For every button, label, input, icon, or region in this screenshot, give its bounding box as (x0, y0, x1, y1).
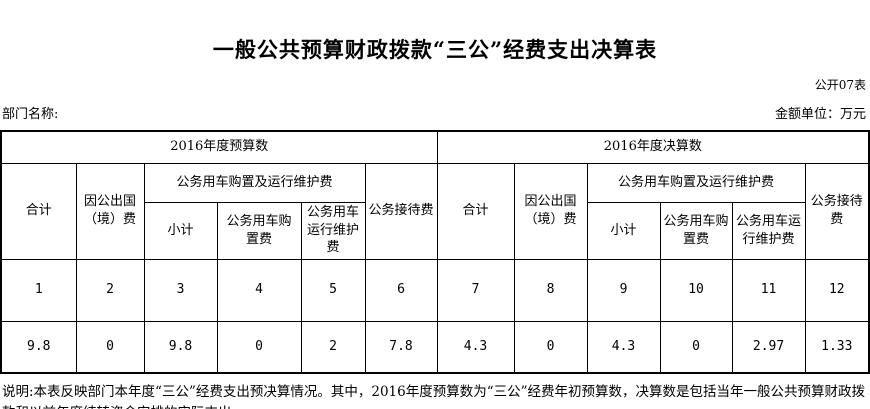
value-final-vehicle-purchase: 0 (659, 320, 733, 374)
header-final-abroad: 因公出国（境）费 (513, 162, 588, 260)
group-header-final-2016: 2016年度决算数 (436, 130, 870, 164)
header-budget-abroad: 因公出国（境）费 (75, 162, 145, 260)
column-number: 3 (143, 258, 218, 322)
header-budget-vehicle-purchase: 公务用车购置费 (216, 201, 302, 260)
value-final-total: 4.3 (436, 320, 515, 374)
value-final-reception: 1.33 (804, 320, 870, 374)
amount-unit-label: 金额单位：万元 (774, 107, 866, 122)
header-budget-reception: 公务接待费 (364, 162, 438, 260)
value-final-subtotal: 4.3 (586, 320, 661, 374)
meta-row: 部门名称: 金额单位：万元 (0, 103, 870, 122)
three-public-expense-table: 2016年度预算数 2016年度决算数 合计 因公出国（境）费 公务用车购置及运… (0, 130, 870, 374)
column-number: 7 (436, 258, 515, 322)
column-number: 4 (216, 258, 302, 322)
column-number: 6 (364, 258, 438, 322)
department-name-label: 部门名称: (2, 107, 59, 122)
explanatory-note: 说明:本表反映部门本年度“三公”经费支出预决算情况。其中，2016年度预算数为“… (2, 384, 866, 409)
value-budget-vehicle-maintenance: 2 (300, 320, 366, 374)
header-final-vehicle-group: 公务用车购置及运行维护费 (586, 162, 806, 203)
column-number: 8 (513, 258, 588, 322)
header-final-vehicle-purchase: 公务用车购置费 (659, 201, 733, 260)
column-number: 2 (75, 258, 145, 322)
header-final-vehicle-maintenance: 公务用车运行维护费 (731, 201, 806, 260)
value-final-vehicle-maintenance: 2.97 (731, 320, 806, 374)
column-number: 1 (0, 258, 77, 322)
header-budget-subtotal: 小计 (143, 201, 218, 260)
page-title: 一般公共预算财政拨款“三公”经费支出决算表 (212, 37, 658, 62)
value-final-abroad: 0 (513, 320, 588, 374)
header-budget-total: 合计 (0, 162, 77, 260)
value-row: 9.8 0 9.8 0 2 7.8 4.3 0 4.3 0 2.97 1.33 (0, 320, 870, 374)
group-header-budget-2016: 2016年度预算数 (0, 130, 438, 164)
header-row-2: 小计 公务用车购置费 公务用车运行维护费 小计 公务用车购置费 公务用车运行维护… (1, 201, 869, 260)
column-number-row: 1 2 3 4 5 6 7 8 9 10 11 12 (0, 258, 870, 322)
header-final-subtotal: 小计 (586, 201, 661, 260)
header-final-reception: 公务接待费 (804, 162, 870, 260)
value-budget-total: 9.8 (0, 320, 77, 374)
value-budget-abroad: 0 (75, 320, 145, 374)
value-budget-subtotal: 9.8 (143, 320, 218, 374)
header-budget-vehicle-maintenance: 公务用车运行维护费 (300, 201, 366, 260)
column-number: 10 (659, 258, 733, 322)
header-row-1: 合计 因公出国（境）费 公务用车购置及运行维护费 公务接待费 合计 因公出国（境… (0, 162, 870, 260)
value-budget-vehicle-purchase: 0 (216, 320, 302, 374)
group-header-row: 2016年度预算数 2016年度决算数 (0, 130, 870, 164)
table-code: 公开07表 (814, 78, 866, 92)
column-number: 11 (731, 258, 806, 322)
column-number: 9 (586, 258, 661, 322)
column-number: 12 (804, 258, 870, 322)
column-number: 5 (300, 258, 366, 322)
value-budget-reception: 7.8 (364, 320, 438, 374)
header-budget-vehicle-group: 公务用车购置及运行维护费 (143, 162, 366, 203)
header-final-total: 合计 (436, 162, 515, 260)
